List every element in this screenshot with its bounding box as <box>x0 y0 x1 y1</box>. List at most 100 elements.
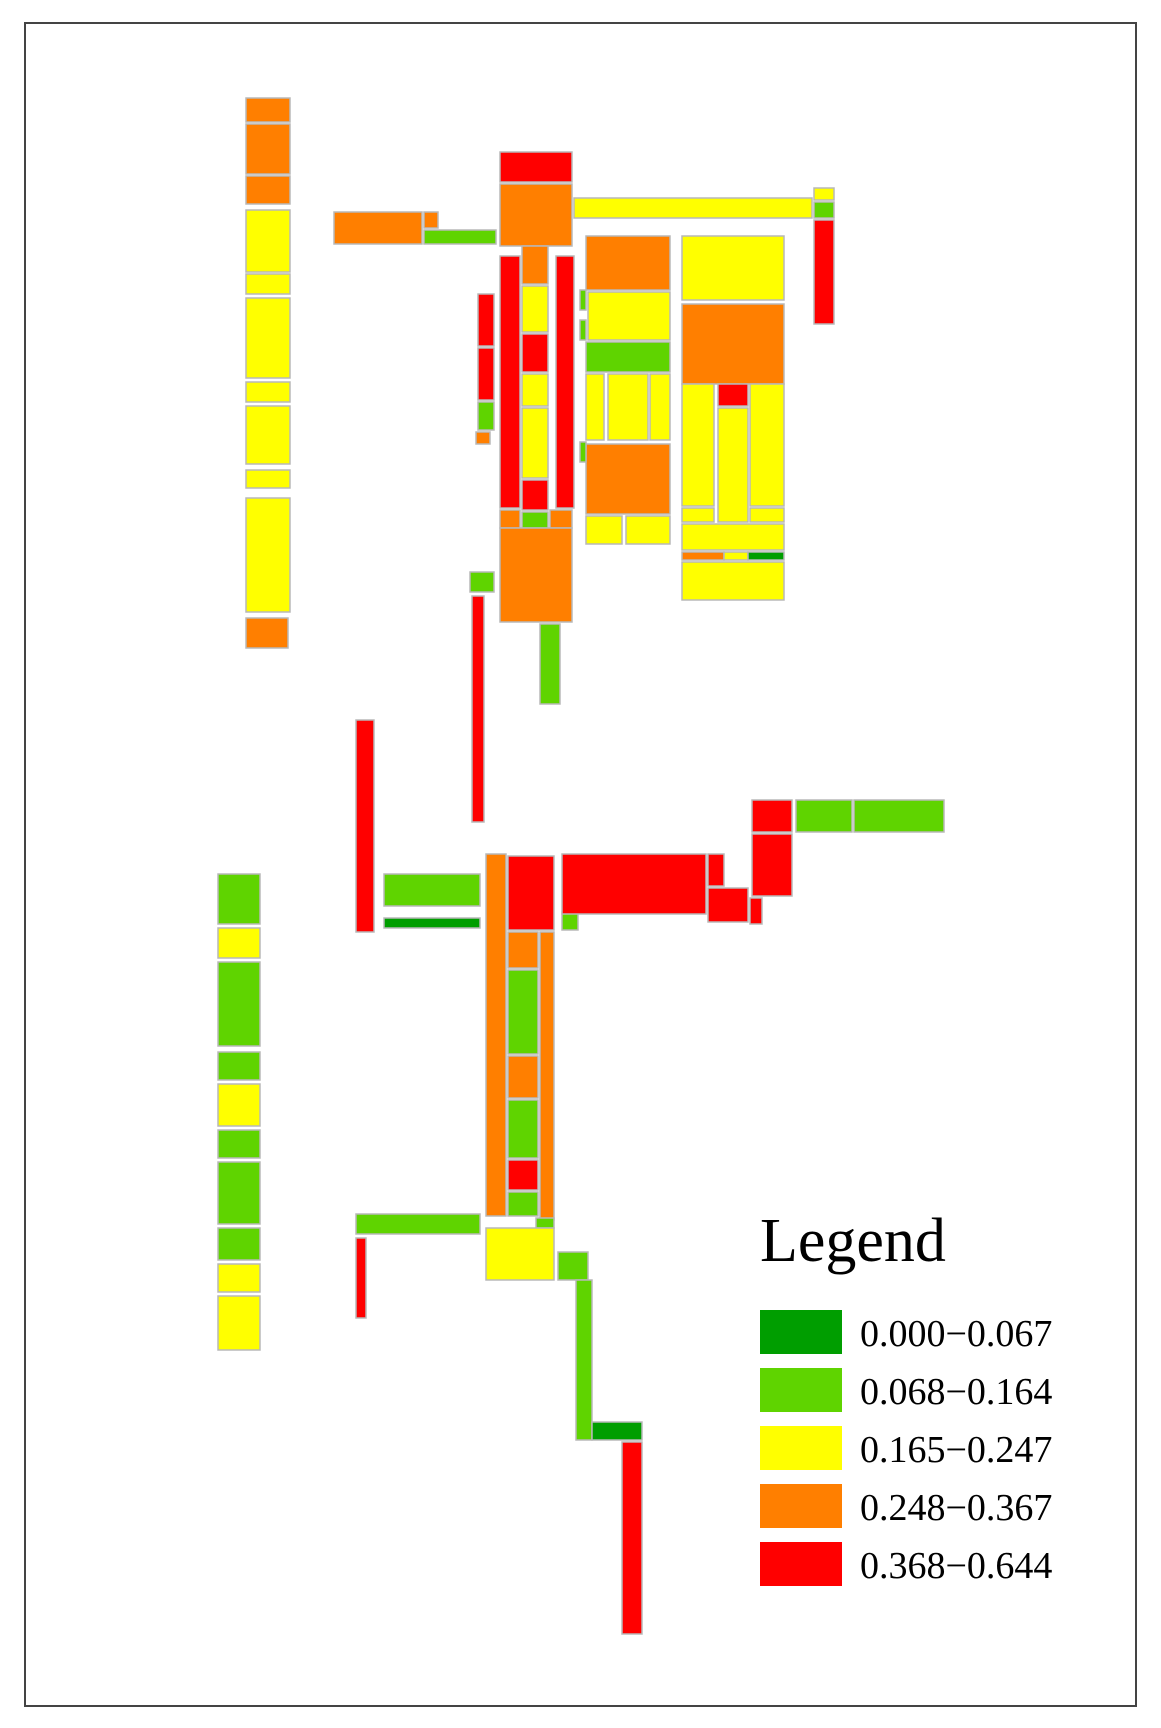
map-zone-class-5 <box>355 1237 367 1319</box>
map-zone-class-3 <box>217 1083 261 1127</box>
map-zone-class-4 <box>333 211 423 245</box>
map-zone-class-3 <box>625 515 671 545</box>
map-zone-class-3 <box>245 381 291 403</box>
map-zone-class-2 <box>423 229 497 245</box>
legend-item-class-5: 0.368−0.644 <box>760 1542 1130 1592</box>
legend-label-class-5: 0.368−0.644 <box>860 1545 1053 1587</box>
map-zone-class-2 <box>383 873 481 907</box>
legend-label-class-3: 0.165−0.247 <box>860 1429 1053 1471</box>
legend-swatch-class-4 <box>760 1484 842 1528</box>
map-zone-class-4 <box>245 97 291 123</box>
legend-label-class-1: 0.000−0.067 <box>860 1313 1053 1355</box>
map-zone-class-3 <box>681 561 785 601</box>
legend-item-class-4: 0.248−0.367 <box>760 1484 1130 1534</box>
map-zone-class-4 <box>521 245 549 285</box>
map-zone-class-4 <box>475 431 491 445</box>
map-zone-class-3 <box>217 1263 261 1293</box>
map-zone-class-3 <box>245 469 291 489</box>
map-zone-class-3 <box>813 187 835 201</box>
map-zone-class-5 <box>499 151 573 183</box>
map-zone-class-4 <box>499 183 573 247</box>
map-zone-class-3 <box>245 405 291 465</box>
map-zone-class-2 <box>477 401 495 431</box>
map-zone-class-3 <box>649 373 671 441</box>
map-zone-class-5 <box>621 1441 643 1635</box>
map-zone-class-5 <box>355 719 375 933</box>
map-zone-class-2 <box>217 1051 261 1081</box>
map-zone-class-3 <box>717 407 749 523</box>
map-zone-class-3 <box>681 383 715 507</box>
map-zone-class-4 <box>549 509 573 529</box>
map-zone-class-3 <box>521 373 549 407</box>
map-zone-class-4 <box>539 931 555 1221</box>
map-zone-class-5 <box>751 799 793 833</box>
map-zone-class-2 <box>579 289 587 311</box>
map-zone-class-5 <box>717 383 749 407</box>
map-zone-class-2 <box>579 319 587 341</box>
map-zone-class-4 <box>507 931 539 969</box>
map-zone-class-3 <box>585 373 605 441</box>
map-zone-class-1 <box>591 1421 643 1441</box>
map-zone-class-5 <box>471 595 485 823</box>
map-zone-class-3 <box>217 927 261 959</box>
map-zone-class-4 <box>499 509 521 529</box>
map-zone-class-5 <box>555 255 575 509</box>
map-zone-class-2 <box>217 1227 261 1261</box>
map-zone-class-3 <box>585 515 623 545</box>
legend-label-class-4: 0.248−0.367 <box>860 1487 1053 1529</box>
map-zone-class-3 <box>485 1227 555 1281</box>
map-zone-class-2 <box>217 1161 261 1225</box>
map-zone-class-3 <box>681 507 715 523</box>
map-zone-class-2 <box>217 961 261 1047</box>
map-zone-class-2 <box>585 341 671 373</box>
map-zone-class-3 <box>749 383 785 507</box>
map-zone-class-4 <box>681 551 725 561</box>
map-zone-class-2 <box>853 799 945 833</box>
map-zone-class-4 <box>485 853 507 1217</box>
map-zone-class-2 <box>579 441 587 463</box>
map-zone-class-5 <box>707 887 749 923</box>
map-zone-class-3 <box>587 291 671 341</box>
map-zone-class-2 <box>575 1279 593 1441</box>
map-zone-class-2 <box>507 969 539 1055</box>
map-zone-class-5 <box>477 347 495 401</box>
map-zone-class-1 <box>747 551 785 561</box>
map-zone-class-5 <box>521 479 549 511</box>
map-zone-class-2 <box>813 201 835 219</box>
map-zone-class-2 <box>535 1217 555 1229</box>
map-zone-class-5 <box>521 333 549 373</box>
map-zone-class-5 <box>507 1159 539 1191</box>
map-zone-class-2 <box>469 571 495 593</box>
map-zone-class-5 <box>507 855 555 931</box>
map-zone-class-3 <box>607 373 649 441</box>
map-zone-class-5 <box>813 219 835 325</box>
map-zone-class-2 <box>217 873 261 925</box>
map-zone-class-4 <box>245 175 291 205</box>
map-zone-class-2 <box>507 1099 539 1159</box>
map-zone-class-4 <box>585 235 671 291</box>
map-zone-class-3 <box>681 523 785 551</box>
map-zone-class-3 <box>245 497 291 613</box>
map-zone-class-4 <box>499 527 573 623</box>
legend: Legend 0.000−0.067 0.068−0.164 0.165−0.2… <box>760 1210 1130 1610</box>
legend-swatch-class-2 <box>760 1368 842 1412</box>
map-zone-class-4 <box>423 211 439 229</box>
map-zone-class-4 <box>681 303 785 385</box>
map-zone-class-2 <box>557 1251 589 1281</box>
map-zone-class-2 <box>539 623 561 705</box>
legend-title: Legend <box>760 1207 946 1275</box>
legend-item-class-1: 0.000−0.067 <box>760 1310 1130 1360</box>
map-zone-class-5 <box>751 833 793 897</box>
map-zone-class-1 <box>383 917 481 929</box>
map-zone-class-5 <box>477 293 495 347</box>
map-zone-class-4 <box>507 1055 539 1099</box>
map-zone-class-5 <box>749 897 763 925</box>
map-zone-class-3 <box>245 297 291 379</box>
map-zone-class-3 <box>521 407 549 479</box>
map-zone-class-3 <box>521 285 549 333</box>
map-zone-class-3 <box>723 551 749 561</box>
legend-swatch-class-3 <box>760 1426 842 1470</box>
legend-item-class-2: 0.068−0.164 <box>760 1368 1130 1418</box>
map-zone-class-2 <box>795 799 853 833</box>
